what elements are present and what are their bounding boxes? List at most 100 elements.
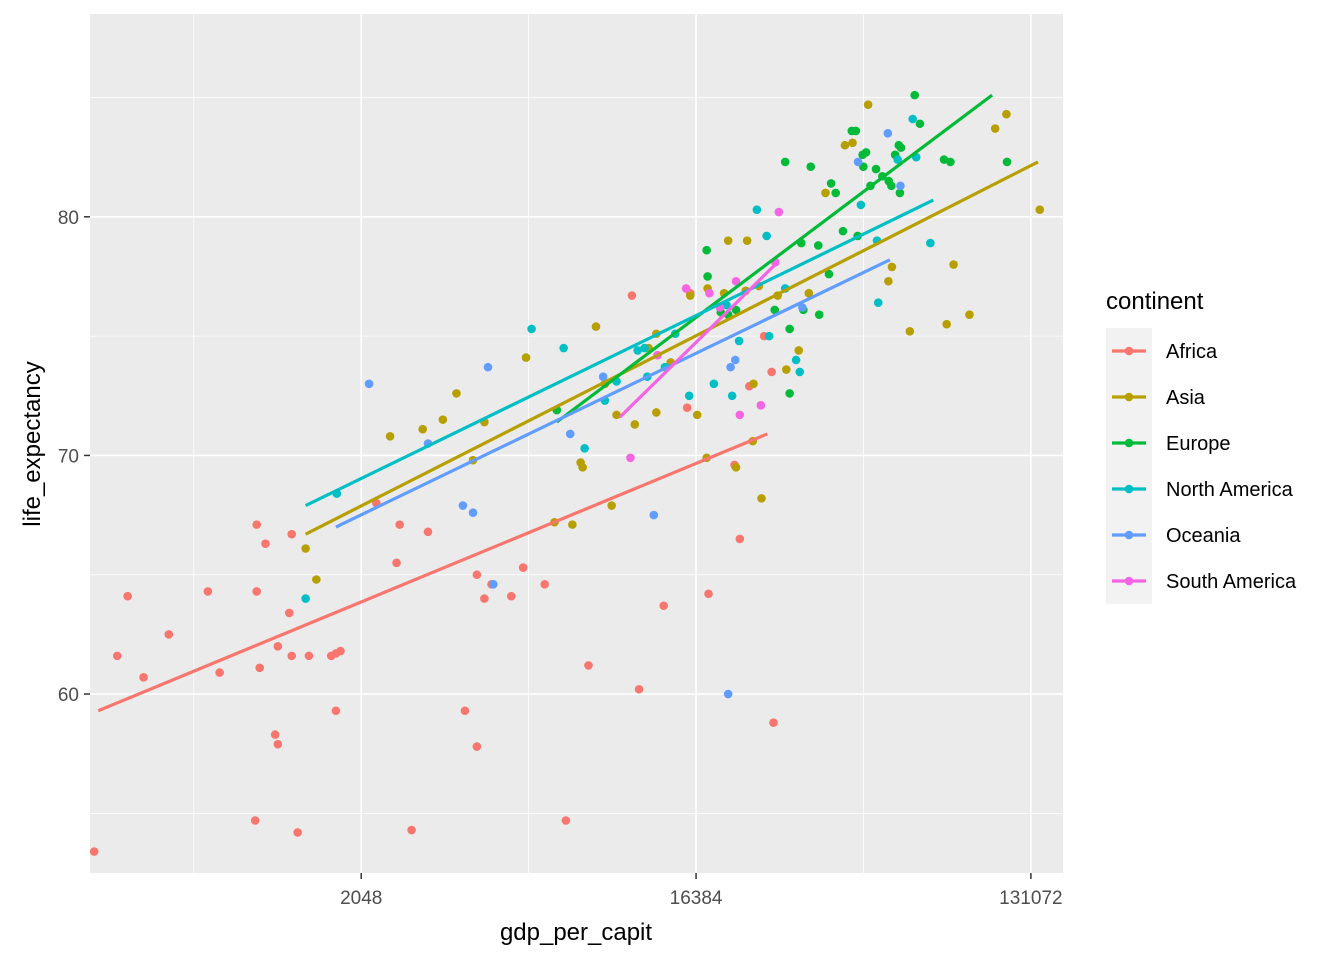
- data-point: [488, 579, 498, 589]
- data-point: [123, 591, 132, 601]
- data-point: [681, 284, 691, 293]
- data-point: [423, 527, 433, 537]
- trend-line: [618, 261, 779, 419]
- data-point: [757, 494, 766, 503]
- plot-panel: [90, 14, 1063, 873]
- legend-key-point: [1124, 438, 1134, 448]
- y-tick-label: 60: [58, 685, 79, 706]
- data-point: [261, 539, 270, 549]
- data-point: [840, 140, 850, 150]
- data-point: [584, 661, 593, 670]
- data-point: [692, 410, 702, 420]
- data-point: [270, 730, 280, 739]
- data-point: [887, 262, 897, 272]
- data-point: [252, 587, 261, 596]
- data-point: [301, 594, 310, 603]
- legend-label: Africa: [1166, 341, 1218, 363]
- data-point: [418, 424, 427, 434]
- data-point: [139, 673, 148, 682]
- data-point: [1002, 109, 1011, 119]
- data-point: [640, 343, 649, 353]
- data-point: [483, 362, 493, 372]
- data-point: [630, 420, 640, 429]
- data-point: [908, 114, 917, 124]
- data-point: [331, 706, 341, 716]
- data-point: [472, 570, 482, 580]
- data-point: [749, 379, 758, 389]
- data-point: [682, 403, 692, 413]
- data-point: [633, 346, 642, 355]
- legend-key-point: [1124, 392, 1134, 402]
- legend-key-point: [1124, 484, 1134, 494]
- y-tick-label: 80: [58, 208, 79, 229]
- data-point: [287, 651, 297, 661]
- data-point: [527, 324, 536, 334]
- legend-title: continent: [1106, 288, 1204, 315]
- data-point: [769, 718, 778, 727]
- trend-lines: [97, 93, 1039, 713]
- data-point: [861, 148, 871, 157]
- data-point: [89, 847, 99, 856]
- data-point: [730, 355, 740, 365]
- data-point: [287, 529, 297, 539]
- data-point: [438, 415, 448, 424]
- x-tick-label: 131072: [999, 888, 1062, 909]
- data-point: [273, 739, 283, 749]
- data-point: [723, 236, 733, 245]
- data-point: [704, 589, 713, 599]
- data-point: [304, 651, 314, 661]
- data-point: [767, 367, 776, 377]
- legend-label: North America: [1166, 479, 1294, 501]
- data-point: [607, 501, 616, 510]
- data-point: [559, 343, 568, 353]
- legend-key-point: [1124, 576, 1134, 586]
- data-point: [965, 310, 974, 319]
- data-point: [727, 391, 737, 401]
- data-point: [735, 534, 745, 544]
- data-point: [764, 331, 774, 341]
- data-point: [949, 260, 958, 269]
- legend-key-background: [1106, 328, 1152, 604]
- data-point: [848, 138, 857, 148]
- data-point: [762, 231, 771, 241]
- trend-line: [97, 432, 768, 713]
- data-point: [735, 410, 745, 420]
- data-point: [336, 646, 345, 656]
- data-point: [831, 188, 841, 198]
- data-point: [910, 90, 920, 100]
- data-point: [785, 389, 794, 398]
- legend-label: Europe: [1166, 433, 1231, 455]
- data-point: [250, 816, 260, 825]
- data-point: [591, 322, 601, 331]
- y-axis-title: life_expectancy: [19, 361, 46, 526]
- data-point: [521, 353, 531, 362]
- y-tick-label: 70: [58, 446, 79, 467]
- data-point: [293, 828, 302, 837]
- data-point: [480, 594, 489, 603]
- data-point: [460, 706, 470, 716]
- legend: continent Africa Asia Europe North America O…: [1106, 288, 1297, 604]
- data-point: [871, 164, 881, 174]
- data-point: [684, 391, 694, 401]
- data-point: [896, 143, 906, 152]
- data-point: [395, 520, 404, 529]
- trend-line: [304, 160, 1039, 536]
- data-point: [301, 544, 310, 553]
- data-point: [795, 367, 805, 377]
- data-point: [392, 558, 401, 568]
- data-point: [580, 443, 589, 453]
- data-point: [742, 236, 752, 245]
- data-point: [723, 689, 733, 699]
- data-point: [883, 129, 893, 138]
- data-point: [649, 510, 659, 520]
- data-point: [814, 310, 824, 319]
- data-point: [385, 432, 395, 441]
- data-point: [364, 379, 374, 389]
- data-point: [774, 207, 784, 217]
- data-point: [791, 355, 801, 365]
- data-point: [946, 157, 955, 167]
- data-point: [838, 226, 848, 236]
- data-point: [203, 587, 213, 596]
- data-point: [252, 520, 261, 529]
- trend-line: [555, 93, 994, 424]
